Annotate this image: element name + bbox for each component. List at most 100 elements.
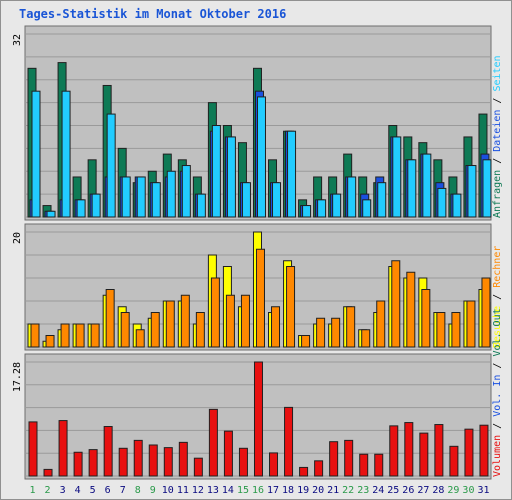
bar-seiten xyxy=(467,165,477,218)
bar-volumen xyxy=(434,424,444,477)
bar-seiten xyxy=(136,176,146,218)
bar-volumen xyxy=(329,441,339,477)
bar-rechner xyxy=(75,323,85,348)
bar-rechner xyxy=(361,329,371,348)
bar-volumen xyxy=(284,406,294,477)
bar-seiten xyxy=(437,187,447,218)
bar-seiten xyxy=(196,193,206,218)
day-label: 28 xyxy=(432,485,444,496)
bar-volumen xyxy=(253,361,263,477)
bar-rechner xyxy=(240,294,250,348)
day-label: 27 xyxy=(417,485,429,496)
day-label: 5 xyxy=(90,485,96,496)
bar-seiten xyxy=(121,176,131,218)
bar-seiten xyxy=(211,125,221,218)
bar-rechner xyxy=(421,289,431,348)
legend-entry: / xyxy=(492,423,503,435)
legend-top: Anfragen / Dateien / Seiten xyxy=(492,55,503,218)
bar-volumen xyxy=(404,422,414,477)
legend-entry: / xyxy=(492,363,503,375)
bar-rechner xyxy=(376,300,386,348)
bar-rechner xyxy=(331,317,341,348)
bar-volumen xyxy=(389,425,399,477)
bar-volumen xyxy=(103,426,113,477)
bar-seiten xyxy=(362,199,372,218)
day-label: 6 xyxy=(105,485,111,496)
bar-rechner xyxy=(391,260,401,348)
bar-seiten xyxy=(482,159,492,218)
day-label: 17 xyxy=(267,485,279,496)
day-label: 25 xyxy=(387,485,399,496)
bar-seiten xyxy=(302,205,312,218)
bar-rechner xyxy=(45,335,55,348)
day-label: 20 xyxy=(312,485,324,496)
bar-rechner xyxy=(180,294,190,348)
bar-seiten xyxy=(377,182,387,218)
legend-entry: Volumen xyxy=(492,435,503,477)
bar-rechner xyxy=(225,294,235,348)
bar-seiten xyxy=(151,182,161,218)
day-label: 12 xyxy=(192,485,204,496)
bar-rechner xyxy=(346,306,356,348)
bar-rechner xyxy=(481,277,491,348)
day-label: 7 xyxy=(120,485,126,496)
day-label: 11 xyxy=(177,485,189,496)
bar-seiten xyxy=(392,136,402,218)
bar-seiten xyxy=(166,170,176,218)
bar-volumen xyxy=(163,447,173,477)
bar-rechner xyxy=(286,266,296,348)
bar-rechner xyxy=(195,312,205,348)
day-label: 2 xyxy=(45,485,51,496)
bar-seiten xyxy=(226,136,236,218)
y-max-label: 32 xyxy=(12,34,23,46)
day-label: 18 xyxy=(282,485,294,496)
bar-volumen xyxy=(449,445,459,477)
bar-rechner xyxy=(105,289,115,348)
bar-rechner xyxy=(150,312,160,348)
bar-volumen xyxy=(28,421,38,477)
bar-rechner xyxy=(210,277,220,348)
day-label: 10 xyxy=(162,485,174,496)
bar-seiten xyxy=(31,90,41,218)
legend-entry: Rechner xyxy=(492,246,503,294)
bar-rechner xyxy=(255,248,265,348)
day-label: 23 xyxy=(357,485,369,496)
bar-seiten xyxy=(256,96,266,218)
day-label: 8 xyxy=(135,485,141,496)
legend-entry: Vol. Out xyxy=(492,308,503,362)
bar-rechner xyxy=(30,323,40,348)
bar-seiten xyxy=(287,130,297,218)
bar-volumen xyxy=(374,453,384,477)
bar-seiten xyxy=(452,193,462,218)
bar-rechner xyxy=(90,323,100,348)
day-label: 4 xyxy=(75,485,81,496)
bar-seiten xyxy=(46,210,56,218)
legend-entry: Dateien xyxy=(492,110,503,158)
bar-volumen xyxy=(118,447,128,477)
day-label: 26 xyxy=(402,485,414,496)
legend-entry: Besuche xyxy=(492,306,503,348)
day-label: 31 xyxy=(477,485,489,496)
bar-seiten xyxy=(106,113,116,218)
bar-seiten xyxy=(407,159,417,218)
bar-seiten xyxy=(422,153,432,218)
legend-middle: Besuche / Rechner xyxy=(492,246,503,348)
bar-rechner xyxy=(436,312,446,348)
bar-volumen xyxy=(238,447,248,477)
bar-volumen xyxy=(58,420,68,477)
bar-volumen xyxy=(464,428,474,477)
bar-seiten xyxy=(272,182,282,218)
bar-volumen xyxy=(344,439,354,477)
bar-seiten xyxy=(332,193,342,218)
bar-rechner xyxy=(135,329,145,348)
bar-rechner xyxy=(316,317,326,348)
bar-rechner xyxy=(120,312,130,348)
bar-volumen xyxy=(193,457,203,477)
bar-volumen xyxy=(208,408,218,477)
bar-volumen xyxy=(223,430,233,477)
legend-entry: Vol. In xyxy=(492,375,503,423)
bar-volumen xyxy=(359,453,369,477)
bar-rechner xyxy=(165,300,175,348)
